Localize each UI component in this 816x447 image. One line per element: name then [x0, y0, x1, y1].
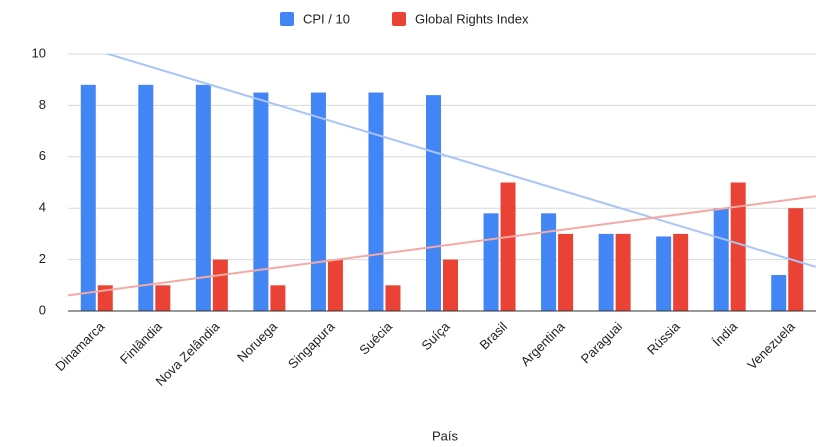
trendlines	[68, 54, 816, 297]
y-tick-label: 10	[32, 45, 46, 60]
legend-label: Global Rights Index	[415, 11, 529, 26]
bar	[310, 92, 326, 311]
bar	[80, 84, 96, 311]
bar	[673, 233, 689, 311]
bar	[598, 233, 614, 311]
bar	[270, 285, 286, 311]
x-tick-label: Suécia	[356, 318, 395, 357]
x-tick-label: Dinamarca	[52, 318, 108, 374]
trendline	[68, 195, 816, 297]
bar	[385, 285, 401, 311]
x-tick-label: Índia	[710, 318, 741, 349]
bar	[541, 213, 557, 311]
y-tick-label: 8	[39, 97, 46, 112]
bar	[426, 95, 441, 312]
bar	[788, 208, 804, 311]
x-tick-label: Rússia	[644, 318, 683, 357]
x-tick-label: Paraguai	[578, 319, 625, 366]
bar	[730, 182, 746, 311]
y-tick-label: 0	[39, 302, 46, 317]
bar	[483, 213, 499, 311]
bar	[212, 259, 228, 311]
y-tick-label: 4	[39, 200, 46, 215]
x-tick-label: Brasil	[476, 319, 510, 353]
bar	[443, 259, 458, 311]
bar	[558, 233, 574, 311]
bar	[615, 233, 631, 311]
y-tick-label: 2	[39, 251, 46, 266]
legend-label: CPI / 10	[303, 11, 350, 26]
x-tick-label: Argentina	[518, 318, 569, 369]
bar	[253, 92, 269, 311]
bar	[155, 285, 171, 311]
x-tick-label: Suíça	[418, 318, 453, 353]
x-axis-title: País	[432, 428, 459, 443]
bar	[327, 259, 343, 311]
legend-swatch	[392, 12, 406, 26]
legend-swatch	[280, 12, 294, 26]
bar	[138, 84, 154, 311]
bar	[500, 182, 516, 311]
x-tick-label: Noruega	[234, 318, 280, 364]
x-tick-label: Venezuela	[744, 318, 798, 372]
x-tick-label: Singapura	[285, 318, 338, 371]
x-tick-label: Finlândia	[117, 318, 165, 366]
bar	[713, 208, 729, 311]
bar	[771, 275, 787, 311]
y-tick-label: 6	[39, 148, 46, 163]
bar	[368, 92, 384, 311]
bar	[195, 84, 211, 311]
bar	[656, 236, 672, 311]
trendline	[104, 54, 816, 268]
